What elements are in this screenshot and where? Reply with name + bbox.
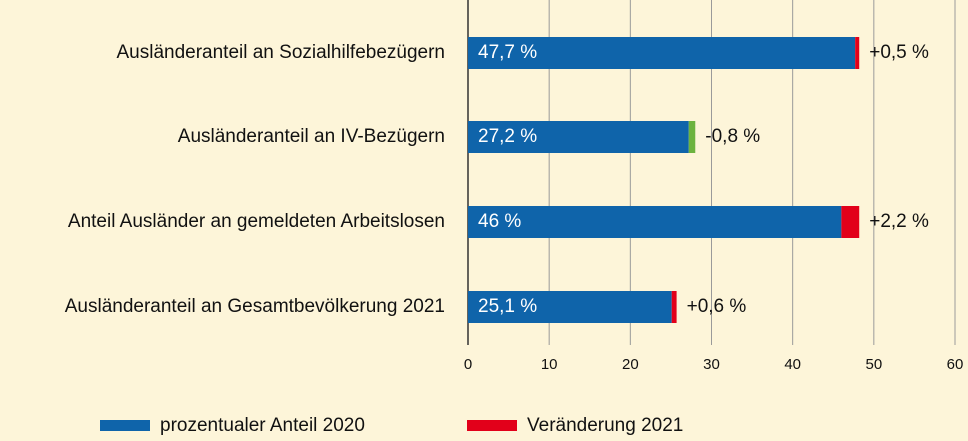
legend-label: Veränderung 2021 (527, 415, 683, 436)
legend-swatch (467, 420, 517, 431)
bar-segment (468, 291, 672, 323)
legend-swatch (100, 420, 150, 431)
category-label: Ausländeranteil an IV-Bezügern (178, 126, 445, 147)
x-tick-label: 0 (464, 356, 472, 373)
bar-segment (841, 206, 860, 238)
bar-segment (468, 37, 856, 69)
category-label: Anteil Ausländer an gemeldeten Arbeitslo… (68, 211, 445, 232)
value-label: 47,7 % (478, 42, 537, 63)
bar-segment (671, 291, 677, 323)
category-label: Ausländeranteil an Sozialhilfebezügern (116, 42, 445, 63)
change-label: +2,2 % (869, 211, 929, 232)
value-label: 25,1 % (478, 296, 537, 317)
value-label: 46 % (478, 211, 521, 232)
bar-segment (688, 121, 696, 153)
bar-segment (468, 206, 842, 238)
change-label: +0,5 % (869, 42, 929, 63)
change-label: -0,8 % (705, 126, 760, 147)
x-tick-label: 60 (947, 356, 964, 373)
legend-label: prozentualer Anteil 2020 (160, 415, 365, 436)
change-label: +0,6 % (687, 296, 747, 317)
x-tick-label: 30 (703, 356, 720, 373)
category-label: Ausländeranteil an Gesamtbevölkerung 202… (65, 296, 445, 317)
x-tick-label: 20 (622, 356, 639, 373)
bar-segment (468, 121, 689, 153)
x-tick-label: 10 (541, 356, 558, 373)
bar-segment (855, 37, 860, 69)
value-label: 27,2 % (478, 126, 537, 147)
x-tick-label: 40 (784, 356, 801, 373)
x-tick-label: 50 (865, 356, 882, 373)
